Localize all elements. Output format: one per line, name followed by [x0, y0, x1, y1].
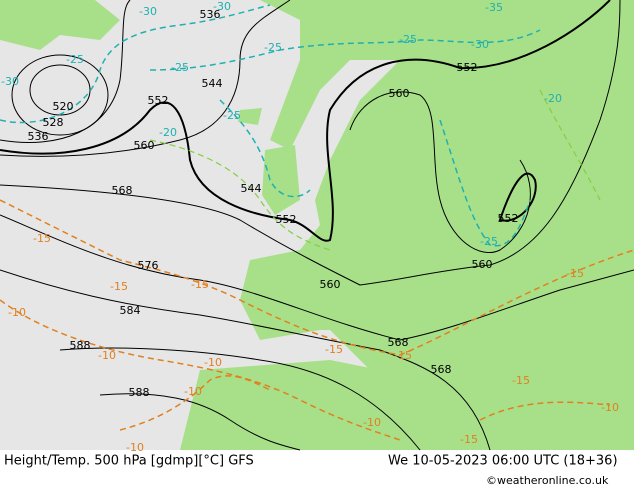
temp-label: -30: [139, 5, 157, 18]
height-label: 528: [43, 116, 64, 129]
temp-label: -10: [98, 349, 116, 362]
temp-label: -25: [171, 61, 189, 74]
height-label: 560: [320, 278, 341, 291]
map-shape: [219, 99, 311, 198]
temp-label: -15: [460, 433, 478, 446]
temp-label: -10: [601, 401, 619, 414]
temp-label: -25: [264, 41, 282, 54]
temp-label: -10: [363, 416, 381, 429]
warm-isotherms: [0, 199, 634, 441]
map-shape: [119, 375, 271, 431]
temp-label: -25: [66, 53, 84, 66]
height-label: 520: [53, 100, 74, 113]
map-shape: [99, 393, 301, 451]
map-shape: [0, 0, 291, 157]
height-label: 576: [138, 259, 159, 272]
iceland: [238, 108, 262, 125]
height-label: 536: [200, 8, 221, 21]
temp-label: -30: [1, 75, 19, 88]
height-label: 552: [148, 94, 169, 107]
height-label: 544: [241, 182, 262, 195]
footer-band: [0, 450, 634, 490]
contour-552: [0, 0, 611, 242]
temp-label: -25: [223, 109, 241, 122]
map-shape: [59, 347, 421, 451]
temp-label: -15: [191, 278, 209, 291]
temp-label: -25: [399, 33, 417, 46]
map-shape: [149, 139, 331, 251]
map-shape: [0, 299, 401, 441]
temp-label: -10: [204, 356, 222, 369]
height-label: 568: [431, 363, 452, 376]
temp-label: -10: [8, 306, 26, 319]
height-label: 560: [134, 139, 155, 152]
contour-552-east: [498, 172, 537, 222]
temp-label: -10: [126, 441, 144, 454]
height-label: 552: [457, 61, 478, 74]
map-shape: [439, 119, 531, 247]
temp-label: -10: [184, 385, 202, 398]
map-shape: [0, 199, 634, 356]
height-label: 560: [389, 87, 410, 100]
height-label: 560: [472, 258, 493, 271]
height-label: 544: [202, 77, 223, 90]
temp-label: -30: [471, 38, 489, 51]
map-shape: [11, 54, 109, 136]
temp-label: -20: [159, 126, 177, 139]
temp-label: -35: [485, 1, 503, 14]
map-shape: [149, 29, 541, 71]
temp-label: -25: [480, 235, 498, 248]
map-shape: [0, 269, 491, 451]
height-label: 536: [28, 130, 49, 143]
map-shape: [539, 89, 601, 201]
britain: [262, 145, 300, 215]
footer-left: Height/Temp. 500 hPa [gdmp][°C] GFS: [4, 454, 254, 469]
temp-label: -15: [33, 232, 51, 245]
temp-label: -15: [110, 280, 128, 293]
temp-label: -15: [566, 267, 584, 280]
mid-isotherms: [149, 89, 601, 251]
iberia: [240, 290, 320, 340]
height-label: 584: [120, 304, 141, 317]
map-shape: [0, 0, 621, 286]
map-shape: [0, 0, 131, 143]
cold-isotherms: [0, 4, 541, 247]
footer-right: We 10-05-2023 06:00 UTC (18+36): [388, 454, 618, 469]
height-label: 568: [112, 184, 133, 197]
height-label: 588: [129, 386, 150, 399]
temp-label: -15: [394, 349, 412, 362]
map-shape: [479, 401, 611, 421]
height-label: 568: [388, 336, 409, 349]
temp-label: -20: [544, 92, 562, 105]
height-label: 552: [498, 212, 519, 225]
footer-credit: ©weatheronline.co.uk: [486, 474, 609, 487]
europe: [240, 0, 634, 450]
africa: [180, 360, 470, 450]
temp-label: -30: [213, 0, 231, 13]
height-contours: [0, 0, 634, 451]
temp-label: -15: [325, 343, 343, 356]
height-label: 588: [70, 339, 91, 352]
greenland: [0, 0, 120, 50]
temp-label: -15: [512, 374, 530, 387]
map-shape: [349, 91, 531, 253]
height-label: 552: [276, 213, 297, 226]
map-shape: [0, 214, 634, 341]
